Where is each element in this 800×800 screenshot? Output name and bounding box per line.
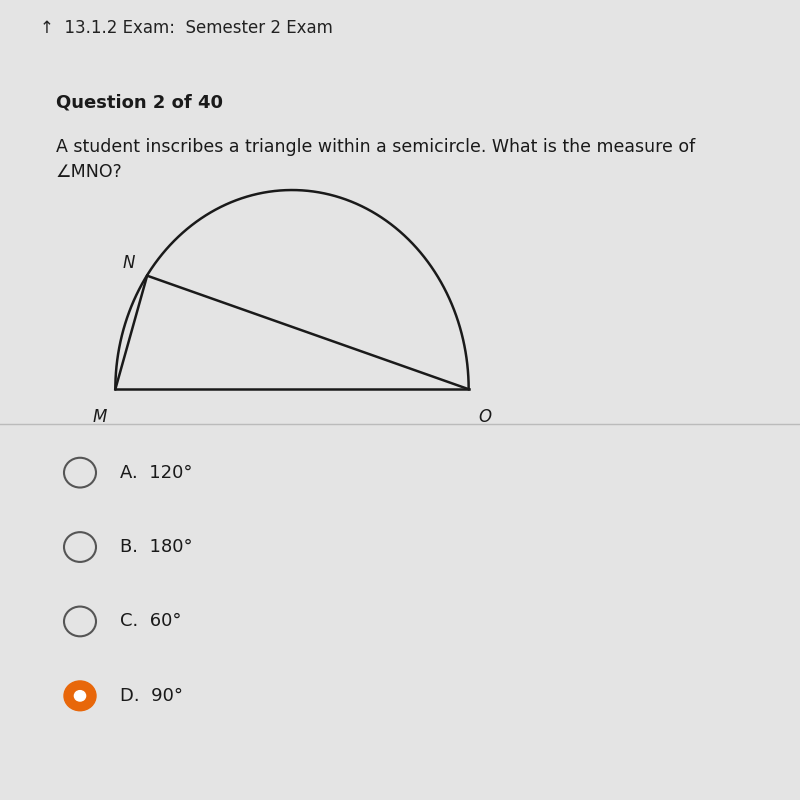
Text: Question 2 of 40: Question 2 of 40 bbox=[56, 94, 223, 111]
Text: ↑  13.1.2 Exam:  Semester 2 Exam: ↑ 13.1.2 Exam: Semester 2 Exam bbox=[40, 19, 333, 37]
Text: M: M bbox=[93, 408, 107, 426]
Text: A.  120°: A. 120° bbox=[120, 464, 193, 482]
Text: N: N bbox=[122, 254, 135, 272]
Circle shape bbox=[64, 681, 96, 710]
Text: O: O bbox=[478, 408, 491, 426]
Text: C.  60°: C. 60° bbox=[120, 613, 182, 630]
Text: A student inscribes a triangle within a semicircle. What is the measure of
∠MNO?: A student inscribes a triangle within a … bbox=[56, 138, 695, 181]
Circle shape bbox=[74, 690, 86, 701]
Text: B.  180°: B. 180° bbox=[120, 538, 193, 556]
Text: D.  90°: D. 90° bbox=[120, 687, 183, 705]
